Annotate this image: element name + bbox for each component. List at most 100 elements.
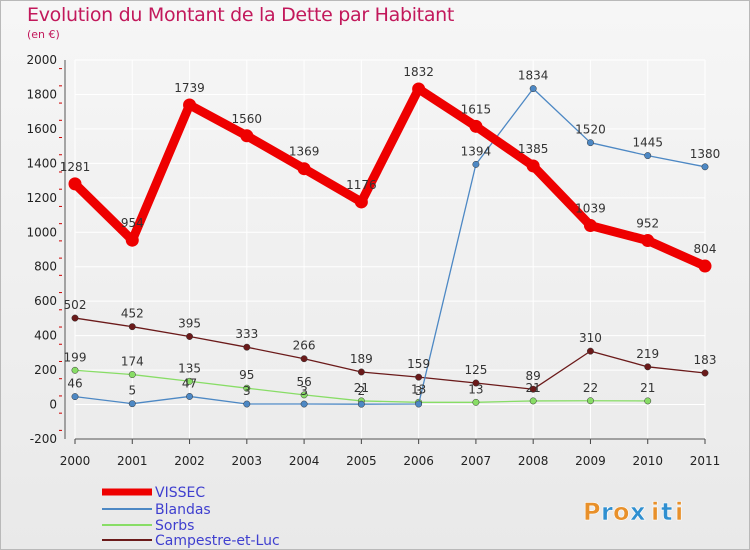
x-tick-label: 2002 bbox=[174, 454, 205, 468]
data-label: 2 bbox=[358, 384, 366, 398]
data-label: 1176 bbox=[346, 178, 377, 192]
data-point bbox=[71, 314, 79, 322]
data-label: 502 bbox=[64, 298, 87, 312]
y-tick-label: 400 bbox=[34, 329, 57, 343]
data-point bbox=[472, 160, 480, 168]
data-point bbox=[587, 347, 594, 355]
data-label: 1834 bbox=[518, 69, 549, 83]
data-label: 1520 bbox=[575, 123, 606, 137]
data-point bbox=[243, 400, 251, 408]
x-tick-label: 2005 bbox=[346, 454, 377, 468]
data-point bbox=[300, 355, 308, 363]
logo-letter: P bbox=[583, 498, 601, 526]
data-point bbox=[300, 391, 308, 399]
data-label: 1394 bbox=[461, 144, 492, 158]
y-tick-label: 1400 bbox=[26, 156, 57, 170]
logo-letter: t bbox=[661, 498, 672, 526]
y-tick-label: 600 bbox=[34, 294, 57, 308]
data-point bbox=[583, 219, 597, 233]
chart-title: Evolution du Montant de la Dette par Hab… bbox=[27, 4, 455, 26]
data-label: 22 bbox=[583, 381, 598, 395]
y-tick-label: 800 bbox=[34, 260, 57, 274]
data-point bbox=[412, 82, 426, 96]
x-tick-label: 2007 bbox=[461, 454, 492, 468]
x-tick-label: 2009 bbox=[575, 454, 606, 468]
data-point bbox=[698, 259, 712, 273]
logo-letter: r bbox=[601, 498, 613, 526]
x-tick-label: 2003 bbox=[232, 454, 263, 468]
data-label: 125 bbox=[464, 363, 487, 377]
data-point bbox=[641, 234, 655, 248]
data-point bbox=[469, 119, 483, 133]
data-label: 1445 bbox=[632, 136, 663, 150]
data-label: 333 bbox=[235, 327, 258, 341]
data-point bbox=[587, 139, 594, 147]
chart-subtitle: (en €) bbox=[27, 28, 60, 41]
legend-label: VISSEC bbox=[155, 485, 205, 501]
data-label: 199 bbox=[64, 350, 87, 364]
data-label: 1832 bbox=[403, 65, 434, 79]
data-label: 174 bbox=[121, 355, 144, 369]
data-point bbox=[526, 159, 540, 173]
data-label: 183 bbox=[694, 353, 717, 367]
data-label: 1281 bbox=[60, 160, 91, 174]
x-tick-label: 2010 bbox=[632, 454, 663, 468]
data-point bbox=[472, 379, 480, 387]
data-point bbox=[128, 323, 136, 331]
data-point bbox=[183, 98, 197, 112]
grid-lines bbox=[74, 59, 706, 440]
data-point bbox=[186, 333, 193, 340]
data-label: 1380 bbox=[690, 147, 721, 161]
data-point bbox=[128, 400, 136, 408]
y-tick-label: 200 bbox=[34, 363, 57, 377]
data-point bbox=[243, 343, 251, 351]
data-label: 1560 bbox=[232, 112, 263, 126]
y-tick-label: 1800 bbox=[26, 87, 57, 101]
legend-label: Blandas bbox=[155, 502, 211, 518]
data-label: 452 bbox=[121, 307, 144, 321]
y-tick-label: 2000 bbox=[26, 53, 57, 67]
data-label: 47 bbox=[182, 376, 197, 390]
y-tick-label: -200 bbox=[30, 432, 57, 446]
series-line-0 bbox=[70, 84, 710, 271]
data-label: 21 bbox=[354, 381, 369, 395]
data-point bbox=[644, 397, 652, 405]
data-label: 1385 bbox=[518, 142, 549, 156]
logo-letter: x bbox=[630, 498, 646, 526]
data-point bbox=[354, 195, 368, 209]
data-point bbox=[357, 400, 365, 408]
data-point bbox=[240, 129, 254, 143]
data-label: 310 bbox=[579, 331, 602, 345]
data-point bbox=[297, 162, 311, 176]
data-label: 804 bbox=[694, 242, 717, 256]
data-point bbox=[529, 385, 537, 393]
data-point bbox=[701, 369, 709, 377]
data-point bbox=[186, 377, 193, 385]
legend-label: Sorbs bbox=[155, 518, 194, 534]
data-label: 3 bbox=[243, 384, 251, 398]
data-point bbox=[529, 397, 537, 405]
x-tick-label: 2004 bbox=[289, 454, 320, 468]
y-tick-label: 0 bbox=[49, 398, 57, 412]
data-label: 3 bbox=[415, 384, 423, 398]
y-tick-label: 1200 bbox=[26, 191, 57, 205]
data-point bbox=[472, 398, 480, 406]
data-point bbox=[587, 397, 594, 405]
data-label: 1039 bbox=[575, 202, 606, 216]
data-label: 219 bbox=[636, 347, 659, 361]
data-point bbox=[68, 177, 82, 191]
legend-label: Campestre-et-Luc bbox=[155, 533, 280, 549]
data-label: 952 bbox=[636, 217, 659, 231]
y-tick-label: 1600 bbox=[26, 122, 57, 136]
x-tick-label: 2008 bbox=[518, 454, 549, 468]
series-layer bbox=[68, 82, 712, 408]
series-line-3 bbox=[74, 317, 706, 390]
logo-letter: i bbox=[675, 498, 683, 526]
axes: -200 0 200 400 600 800 1000 1200 1400 1600 1800 200… bbox=[26, 53, 720, 468]
data-label: 21 bbox=[526, 381, 541, 395]
data-point bbox=[71, 366, 79, 374]
data-label: 95 bbox=[239, 368, 254, 382]
